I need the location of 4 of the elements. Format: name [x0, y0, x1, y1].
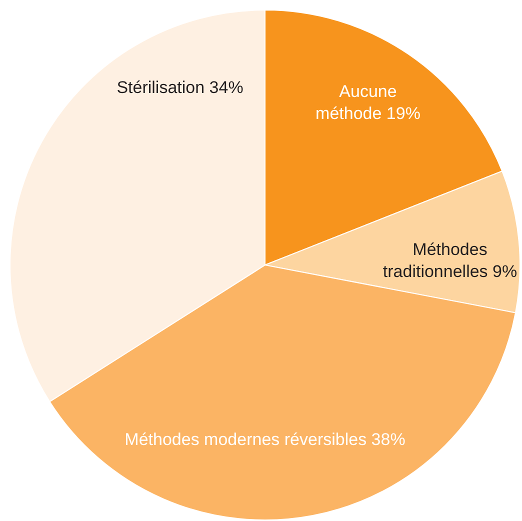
slice-label: Aucune méthode 19% — [316, 82, 420, 123]
slice-label: Méthodes traditionnelles 9% — [382, 240, 518, 281]
slice-label: Méthodes modernes réversibles 38% — [124, 430, 406, 449]
slice-label: Stérilisation 34% — [116, 78, 244, 97]
